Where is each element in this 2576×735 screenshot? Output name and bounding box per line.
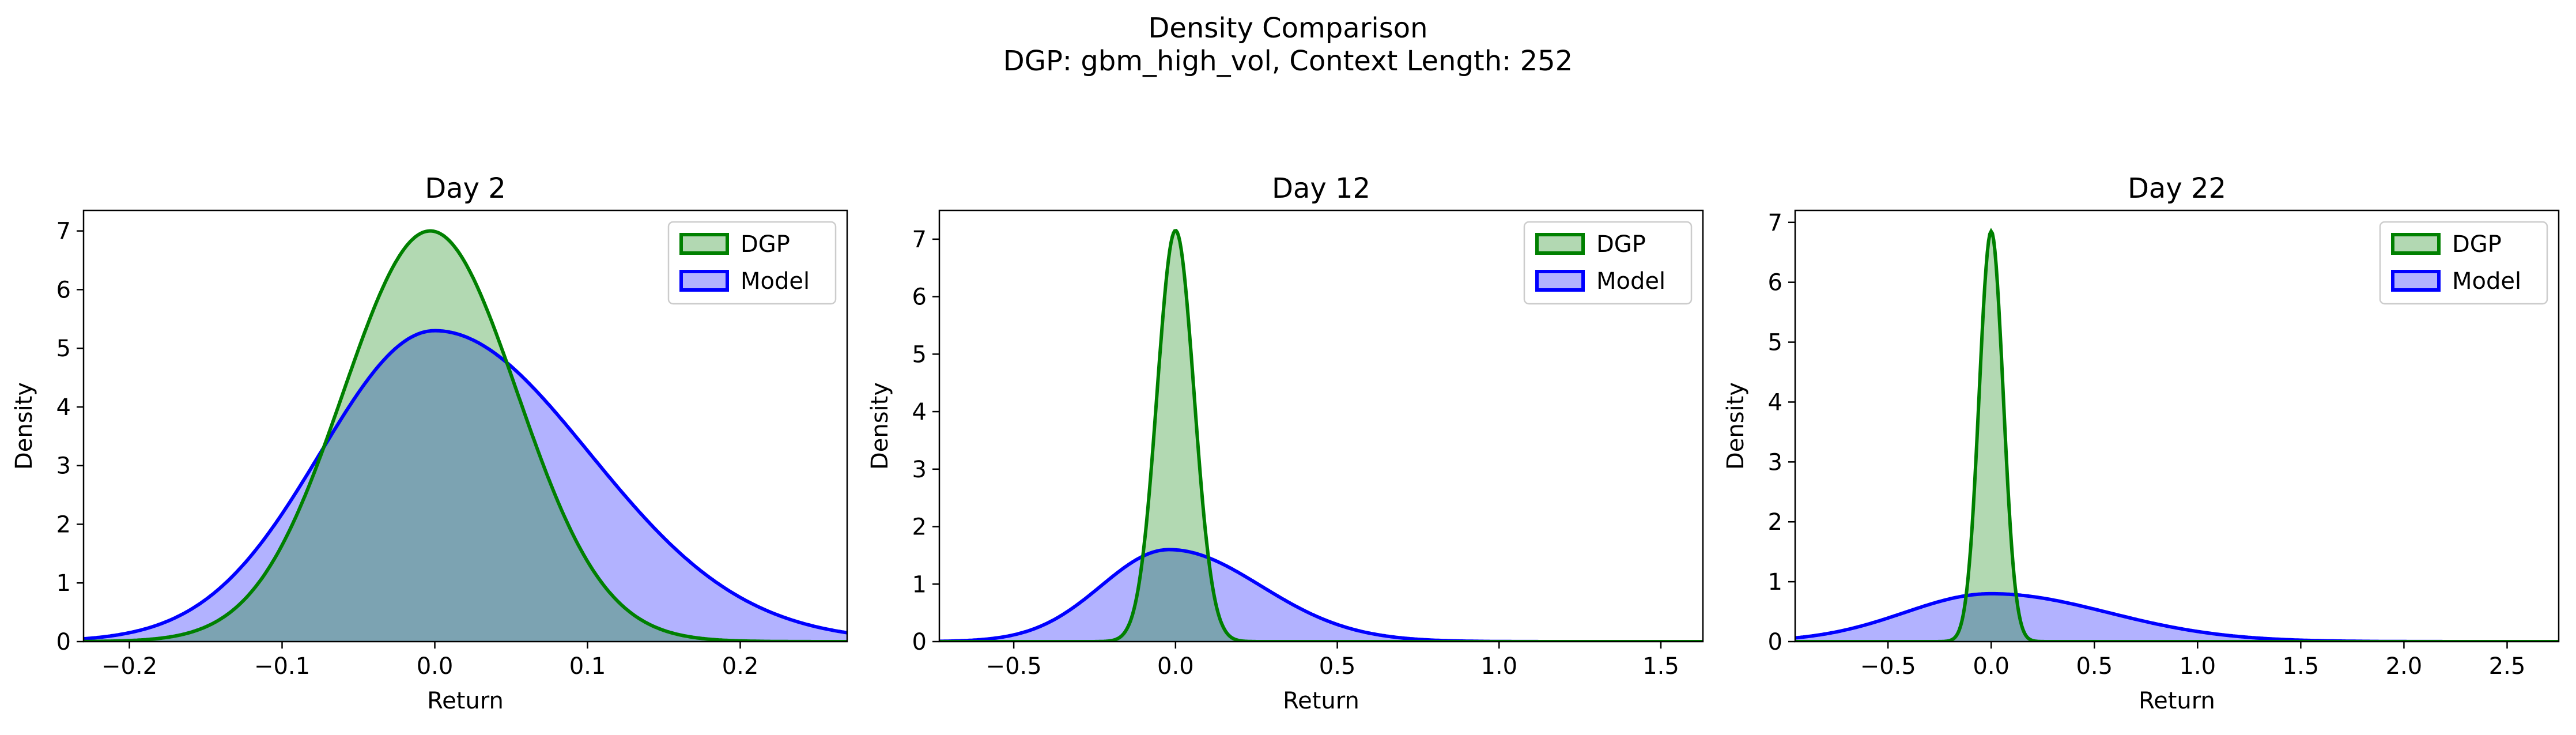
dgp-legend-label: DGP — [2452, 231, 2502, 258]
subplot-panels: −0.2 −0.1 0.0 0.1 0.2 0 1 2 3 4 5 6 7 Day 2 Return Dens… — [11, 172, 2560, 714]
x-tick-label: 0.5 — [2076, 653, 2113, 680]
y-tick-label: 4 — [1768, 389, 1782, 416]
model-legend-swatch — [2391, 270, 2441, 292]
x-tick-label: 0.0 — [1157, 653, 1194, 680]
axes-frame — [938, 209, 1704, 643]
y-tick-label: 1 — [56, 570, 71, 597]
y-tick-label: 5 — [56, 336, 71, 362]
model-legend-swatch — [679, 270, 729, 292]
model-legend-label: Model — [741, 268, 810, 295]
dgp-legend-swatch — [1535, 233, 1585, 255]
y-tick-label: 3 — [56, 453, 71, 480]
model-legend-label: Model — [1596, 268, 1665, 295]
x-tick-label: −0.5 — [986, 653, 1042, 680]
x-tick-label: 0.0 — [1973, 653, 2010, 680]
y-tick-label: 7 — [912, 227, 927, 253]
subplot-3: −0.5 0.0 0.5 1.0 1.5 2.0 2.5 0 1 2 3 4 5 6 7 Day 22 Retu… — [1723, 172, 2560, 714]
plot-area — [939, 228, 1703, 642]
y-tick-label: 2 — [56, 511, 71, 538]
x-tick-label: 1.0 — [2179, 653, 2216, 680]
y-tick-label: 6 — [1768, 270, 1782, 296]
x-tick-label: −0.5 — [1860, 653, 1916, 680]
y-tick-label: 2 — [1768, 509, 1782, 536]
y-tick-label: 0 — [912, 629, 927, 655]
x-tick-label: −0.1 — [254, 653, 310, 680]
x-axis-label: Return — [2139, 688, 2215, 714]
dgp-legend-swatch — [679, 233, 729, 255]
subplot-title: Day 2 — [425, 172, 506, 205]
y-tick-label: 1 — [1768, 569, 1782, 595]
y-tick-label: 5 — [1768, 330, 1782, 356]
y-tick-label: 1 — [912, 571, 927, 598]
figure-subtitle: DGP: gbm_high_vol, Context Length: 252 — [1003, 45, 1573, 77]
x-tick-label: −0.2 — [101, 653, 157, 680]
x-tick-label: 0.5 — [1319, 653, 1356, 680]
legend: DGP Model — [1523, 221, 1693, 305]
x-tick-label: 0.2 — [722, 653, 759, 680]
model-density-line — [939, 548, 1703, 642]
x-tick-label: 2.0 — [2386, 653, 2423, 680]
subplot-title: Day 12 — [1272, 172, 1370, 205]
model-density-fill — [1795, 593, 2559, 642]
y-tick-label: 7 — [1768, 210, 1782, 236]
x-axis-label: Return — [427, 688, 504, 714]
model-legend-swatch — [1535, 270, 1585, 292]
y-axis-label: Density — [11, 382, 37, 470]
x-tick-label: 1.5 — [1642, 653, 1679, 680]
y-axis-label: Density — [1723, 382, 1749, 470]
y-tick-label: 3 — [912, 457, 927, 483]
x-tick-label: 2.5 — [2489, 653, 2526, 680]
legend: DGP Model — [2379, 221, 2548, 305]
axes-frame — [82, 209, 848, 643]
y-tick-label: 0 — [56, 629, 71, 655]
axes-frame — [1794, 209, 2560, 643]
x-axis-label: Return — [1283, 688, 1359, 714]
legend: DGP Model — [667, 221, 837, 305]
dgp-legend-label: DGP — [741, 231, 790, 258]
model-legend-label: Model — [2452, 268, 2521, 295]
y-tick-label: 2 — [912, 514, 927, 541]
dgp-density-fill — [1795, 231, 2559, 642]
plot-area — [84, 229, 847, 642]
y-tick-label: 4 — [56, 394, 71, 421]
y-tick-label: 7 — [56, 218, 71, 245]
y-tick-label: 0 — [1768, 629, 1782, 655]
y-tick-label: 4 — [912, 399, 927, 425]
x-tick-label: 1.5 — [2283, 653, 2320, 680]
y-tick-label: 6 — [56, 277, 71, 303]
dgp-legend-label: DGP — [1596, 231, 1646, 258]
y-axis-label: Density — [867, 382, 893, 470]
subplot-1: −0.2 −0.1 0.0 0.1 0.2 0 1 2 3 4 5 6 7 Day 2 Return Dens… — [11, 172, 848, 714]
dgp-density-line — [84, 229, 847, 642]
dgp-density-fill — [84, 231, 847, 642]
y-tick-label: 6 — [912, 284, 927, 311]
model-density-fill — [939, 549, 1703, 642]
x-tick-label: 0.1 — [569, 653, 606, 680]
model-density-fill — [84, 330, 847, 642]
x-tick-label: 1.0 — [1480, 653, 1517, 680]
figure-title: Density Comparison — [1148, 12, 1427, 44]
subplot-2: −0.5 0.0 0.5 1.0 1.5 0 1 2 3 4 5 6 7 Day 12 Return Dens… — [867, 172, 1704, 714]
model-density-line — [84, 329, 847, 641]
y-tick-label: 5 — [912, 341, 927, 368]
y-tick-label: 3 — [1768, 449, 1782, 476]
subplot-title: Day 22 — [2128, 172, 2226, 205]
x-tick-label: 0.0 — [417, 653, 454, 680]
dgp-legend-swatch — [2391, 233, 2441, 255]
